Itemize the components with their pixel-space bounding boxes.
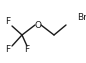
Text: Br: Br <box>77 12 86 21</box>
Text: F: F <box>24 45 30 54</box>
Text: F: F <box>5 18 11 27</box>
Text: F: F <box>5 45 11 54</box>
Text: O: O <box>34 20 42 29</box>
